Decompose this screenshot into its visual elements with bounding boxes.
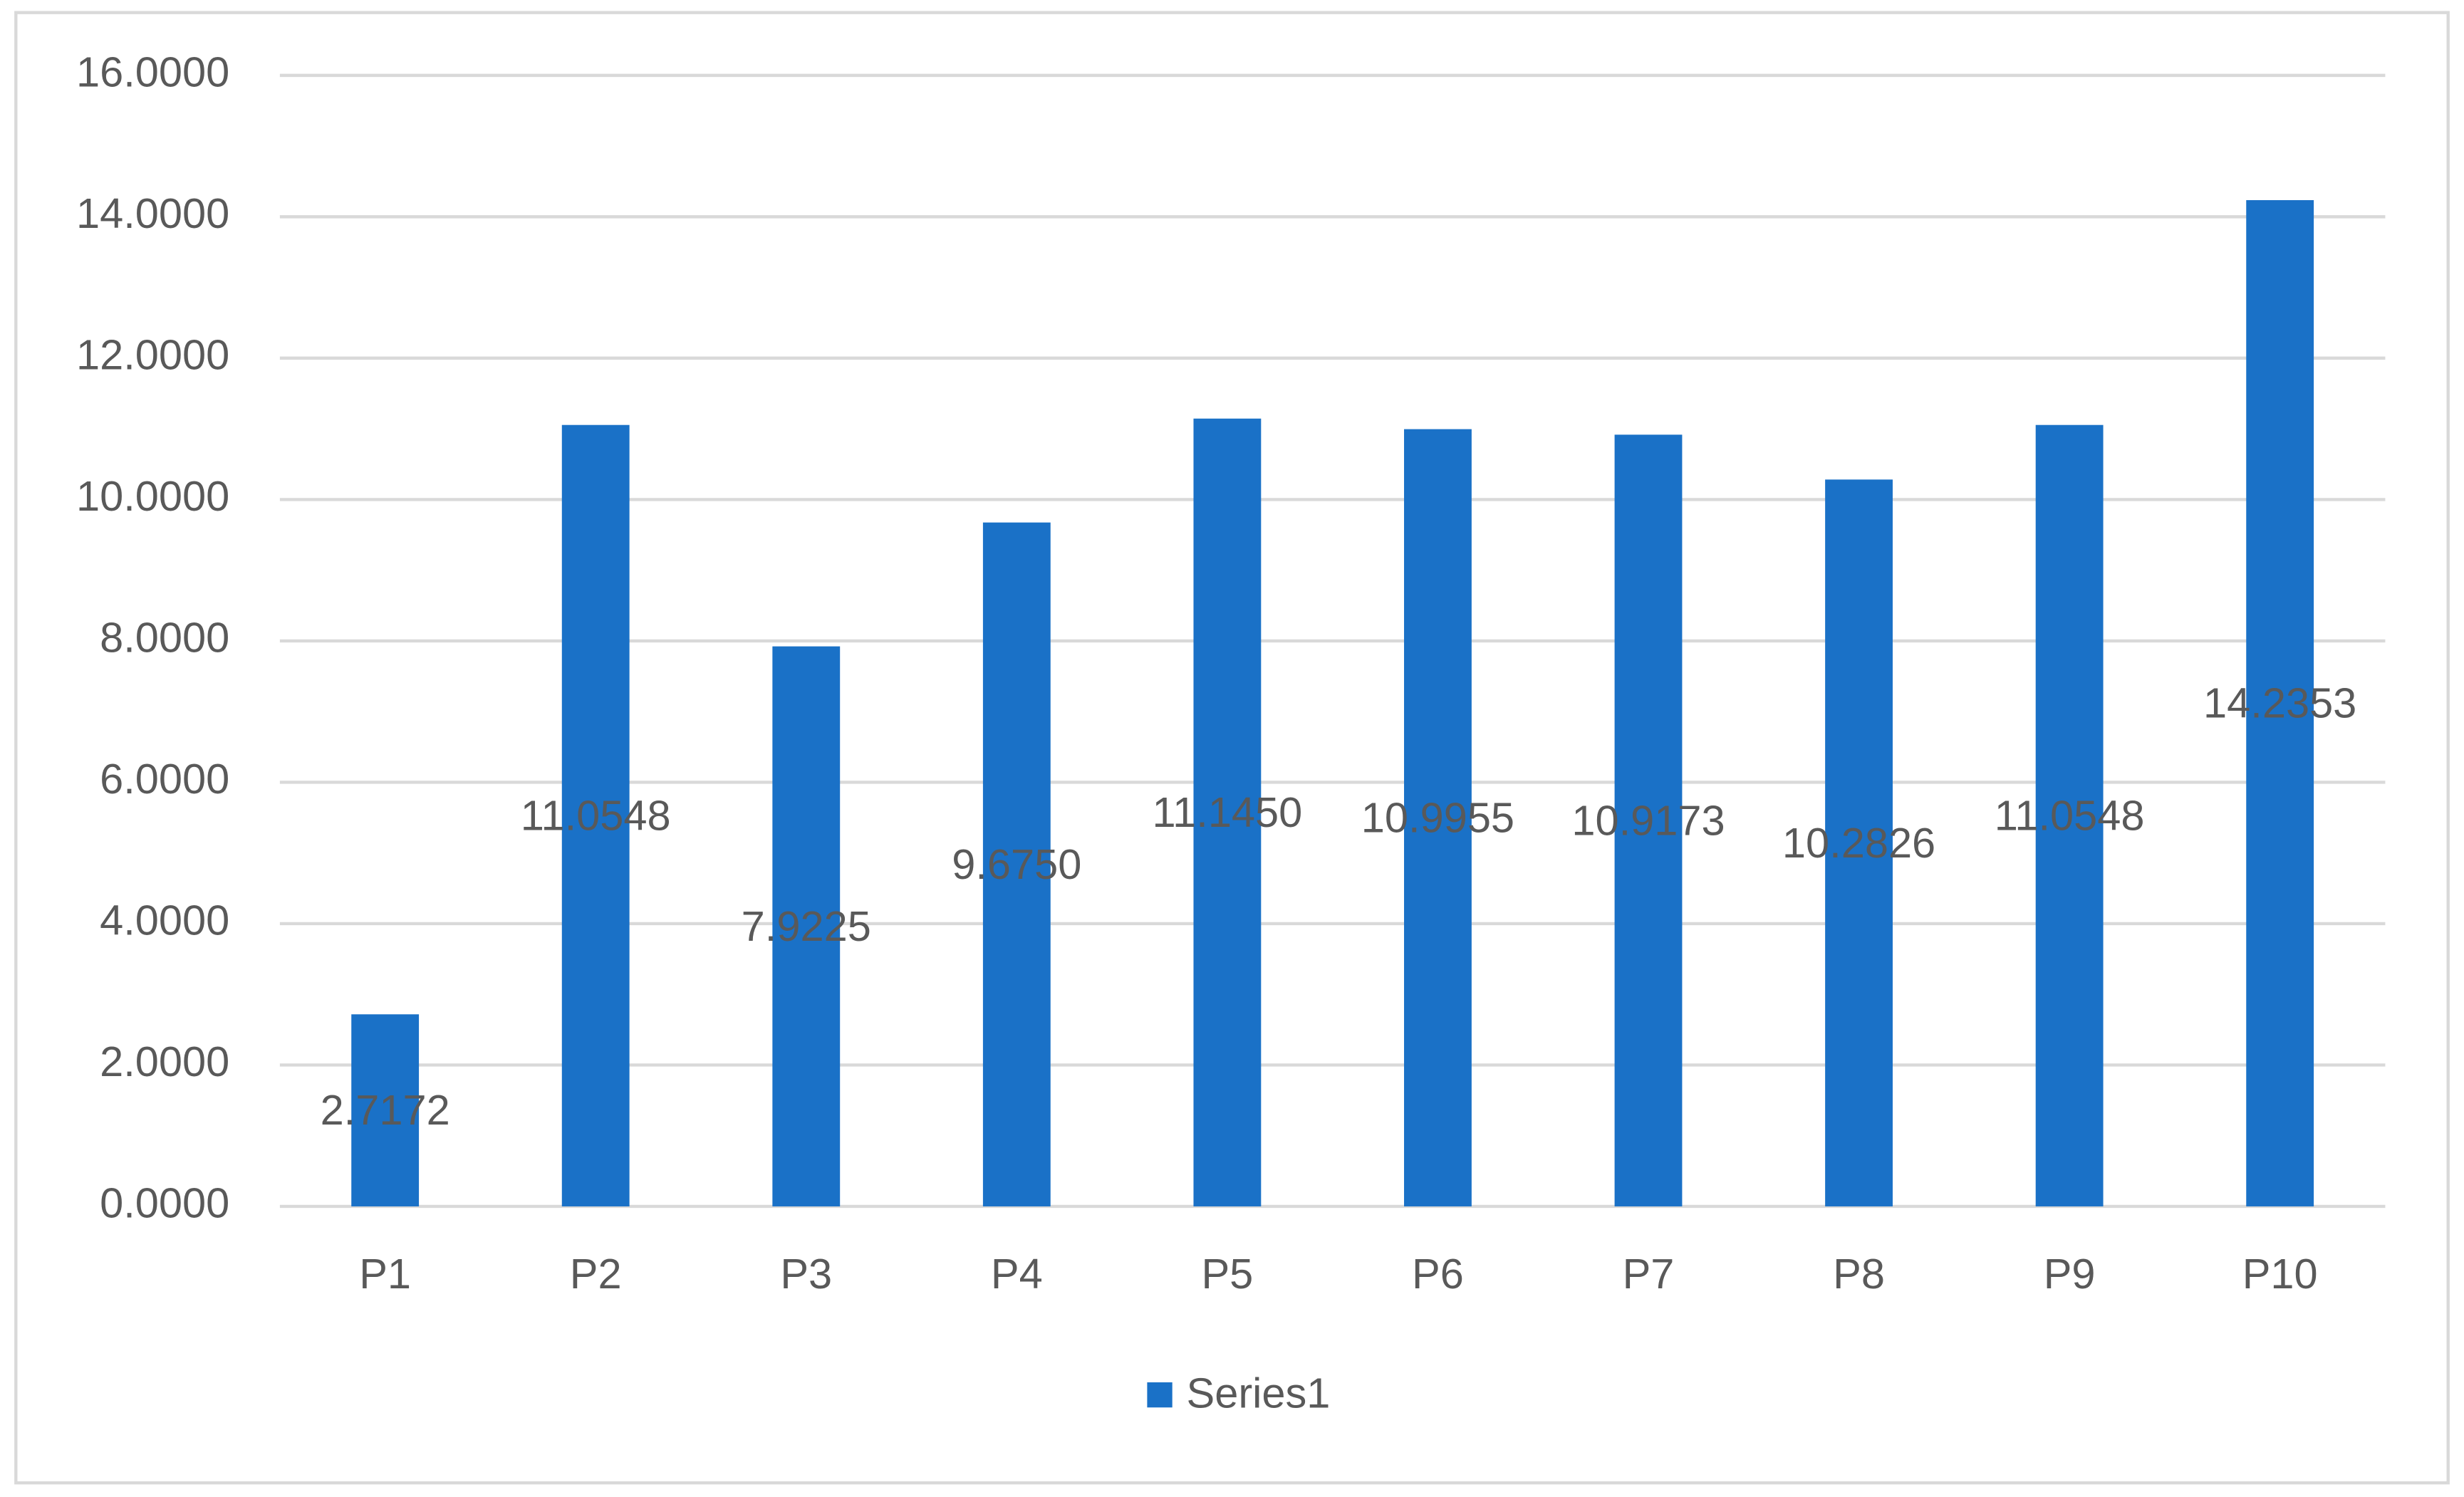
y-tick-label: 16.0000 — [76, 48, 229, 96]
bar — [561, 424, 630, 1206]
x-tick-label: P10 — [2242, 1250, 2318, 1298]
y-tick-label: 10.0000 — [76, 472, 229, 520]
x-tick-label: P5 — [1201, 1250, 1253, 1298]
data-label: 11.0548 — [1995, 791, 2145, 839]
y-tick-label: 2.0000 — [100, 1038, 229, 1085]
data-label: 10.9173 — [1571, 796, 1725, 844]
x-tick-label: P4 — [991, 1250, 1043, 1298]
data-label: 11.1450 — [1152, 788, 1302, 836]
legend-swatch — [1147, 1382, 1173, 1408]
bar — [1614, 434, 1683, 1206]
legend-label: Series1 — [1187, 1370, 1331, 1417]
x-tick-label: P6 — [1412, 1250, 1464, 1298]
bar — [2246, 200, 2314, 1206]
x-tick-label: P9 — [2044, 1250, 2096, 1298]
bar — [1404, 429, 1472, 1206]
data-label: 14.2353 — [2203, 679, 2356, 727]
y-tick-label: 0.0000 — [100, 1179, 229, 1227]
y-tick-label: 4.0000 — [100, 897, 229, 944]
x-tick-label: P8 — [1833, 1250, 1885, 1298]
y-tick-label: 14.0000 — [76, 189, 229, 237]
bar — [2035, 424, 2104, 1206]
y-tick-label: 6.0000 — [100, 755, 229, 803]
data-label: 10.2826 — [1782, 819, 1935, 867]
x-tick-label: P3 — [780, 1250, 832, 1298]
data-label: 9.6750 — [952, 840, 1081, 888]
bar — [1193, 418, 1262, 1206]
y-tick-label: 12.0000 — [76, 331, 229, 379]
data-label: 2.7172 — [321, 1086, 450, 1134]
x-tick-label: P2 — [570, 1250, 622, 1298]
bar — [1825, 479, 1893, 1206]
bar — [982, 522, 1051, 1206]
data-label: 11.0548 — [521, 791, 671, 839]
bar — [772, 646, 841, 1206]
bar — [351, 1014, 420, 1206]
y-tick-label: 8.0000 — [100, 614, 229, 662]
x-tick-label: P1 — [359, 1250, 411, 1298]
data-label: 10.9955 — [1361, 793, 1514, 841]
x-tick-label: P7 — [1623, 1250, 1675, 1298]
data-label: 7.9225 — [742, 902, 871, 950]
